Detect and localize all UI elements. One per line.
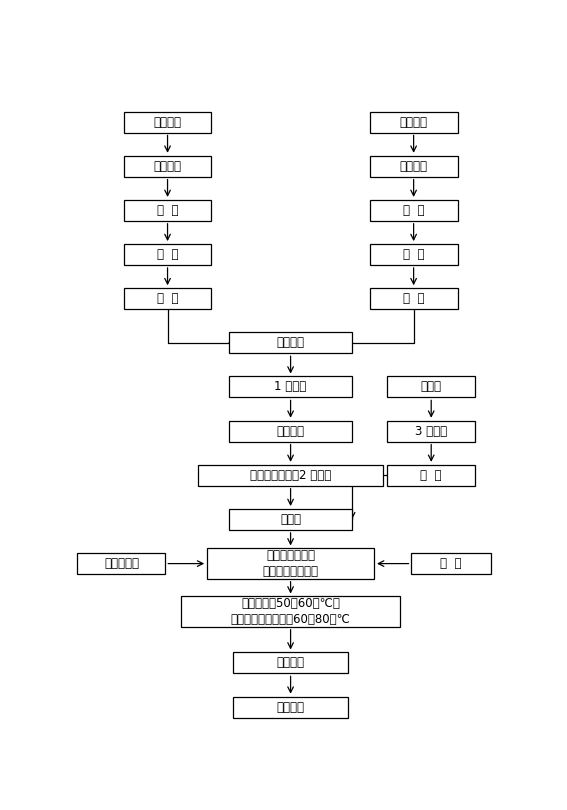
Text: 泵  送: 泵 送 bbox=[157, 248, 178, 261]
FancyBboxPatch shape bbox=[370, 112, 458, 133]
FancyBboxPatch shape bbox=[229, 377, 352, 398]
Text: 敏化剂: 敏化剂 bbox=[421, 381, 442, 394]
Text: 过  滤: 过 滤 bbox=[403, 204, 424, 217]
Text: 混合器: 混合器 bbox=[280, 513, 301, 526]
Text: 泵  送: 泵 送 bbox=[403, 248, 424, 261]
FancyBboxPatch shape bbox=[124, 112, 211, 133]
FancyBboxPatch shape bbox=[124, 156, 211, 177]
Text: 片状复合膜: 片状复合膜 bbox=[104, 557, 139, 570]
Text: 自动包装: 自动包装 bbox=[277, 656, 304, 669]
FancyBboxPatch shape bbox=[370, 244, 458, 265]
FancyBboxPatch shape bbox=[412, 553, 490, 574]
Text: 过  滤: 过 滤 bbox=[157, 204, 178, 217]
Text: 计  量: 计 量 bbox=[403, 292, 424, 305]
Text: 水相配制: 水相配制 bbox=[154, 160, 181, 173]
Text: 连续在线敏化、
塑膜药卷成型打卡: 连续在线敏化、 塑膜药卷成型打卡 bbox=[263, 549, 319, 578]
FancyBboxPatch shape bbox=[370, 288, 458, 309]
Text: 成品入库: 成品入库 bbox=[277, 701, 304, 714]
FancyBboxPatch shape bbox=[387, 377, 475, 398]
Text: 卡  扣: 卡 扣 bbox=[440, 557, 462, 570]
FancyBboxPatch shape bbox=[124, 244, 211, 265]
FancyBboxPatch shape bbox=[229, 509, 352, 530]
Text: 1 号泵送: 1 号泵送 bbox=[274, 381, 307, 394]
FancyBboxPatch shape bbox=[234, 653, 348, 673]
FancyBboxPatch shape bbox=[207, 548, 374, 579]
Text: 乳胶基质冷却、2 号泵送: 乳胶基质冷却、2 号泵送 bbox=[250, 469, 331, 482]
FancyBboxPatch shape bbox=[124, 200, 211, 221]
FancyBboxPatch shape bbox=[198, 465, 383, 486]
FancyBboxPatch shape bbox=[387, 465, 475, 486]
Text: 油相材料: 油相材料 bbox=[400, 116, 428, 129]
FancyBboxPatch shape bbox=[229, 420, 352, 441]
FancyBboxPatch shape bbox=[229, 332, 352, 353]
FancyBboxPatch shape bbox=[387, 420, 475, 441]
FancyBboxPatch shape bbox=[370, 156, 458, 177]
Text: 3 号泵送: 3 号泵送 bbox=[415, 424, 447, 437]
FancyBboxPatch shape bbox=[370, 200, 458, 221]
Text: 药卷输送（50～60）℃或
药卷冷却风干输送（60～80）℃: 药卷输送（50～60）℃或 药卷冷却风干输送（60～80）℃ bbox=[231, 597, 350, 626]
Text: 计  量: 计 量 bbox=[421, 469, 442, 482]
FancyBboxPatch shape bbox=[124, 288, 211, 309]
Text: 计  量: 计 量 bbox=[157, 292, 178, 305]
Text: 预乳混合: 预乳混合 bbox=[277, 336, 304, 349]
FancyBboxPatch shape bbox=[78, 553, 166, 574]
FancyBboxPatch shape bbox=[181, 596, 400, 627]
Text: 静态乳化: 静态乳化 bbox=[277, 424, 304, 437]
Text: 水相材料: 水相材料 bbox=[154, 116, 181, 129]
Text: 油相配制: 油相配制 bbox=[400, 160, 428, 173]
FancyBboxPatch shape bbox=[234, 697, 348, 718]
